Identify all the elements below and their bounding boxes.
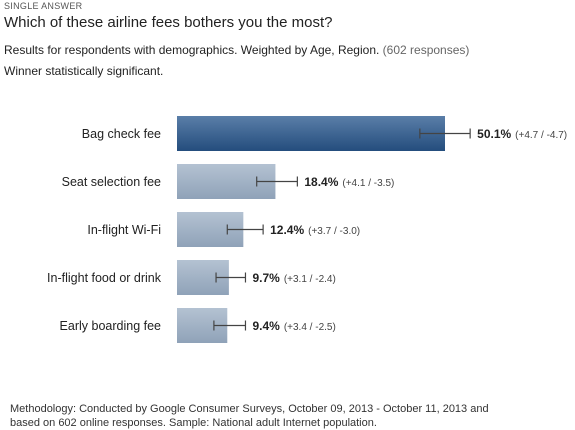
value-label: 12.4% (+3.7 / -3.0) [270,223,360,237]
methodology-line-1: Methodology: Conducted by Google Consume… [10,403,489,415]
value-label: 9.4% (+3.4 / -2.5) [252,319,335,333]
value-label: 50.1% (+4.7 / -4.7) [477,127,567,141]
category-label: Bag check fee [82,127,161,141]
value-margin: (+4.7 / -4.7) [515,130,567,141]
value-percent: 9.4% [252,319,280,333]
value-margin: (+3.1 / -2.4) [284,274,336,285]
value-margin: (+3.7 / -3.0) [308,226,360,237]
error-bar [215,272,247,283]
error-bar [419,128,471,139]
error-bar [226,224,264,235]
bar-chart: Bag check fee 50.1% (+4.7 / -4.7) Seat sele… [47,116,567,343]
results-weighting-text: Results for respondents with demographic… [4,43,380,57]
bars-group: Bag check fee 50.1% (+4.7 / -4.7) Seat sele… [47,116,567,343]
value-margin: (+4.1 / -3.5) [342,178,394,189]
methodology-line-2: based on 602 online responses. Sample: N… [10,417,377,429]
value-percent: 9.7% [252,271,280,285]
value-label: 9.7% (+3.1 / -2.4) [252,271,335,285]
value-percent: 12.4% [270,223,304,237]
value-percent: 18.4% [304,175,338,189]
results-description: Results for respondents with demographic… [4,43,469,57]
winner-significance-note: Winner statistically significant. [4,64,164,78]
question-type-label: SINGLE ANSWER [4,1,83,11]
question-title: Which of these airline fees bothers you … [4,14,333,31]
value-label: 18.4% (+4.1 / -3.5) [304,175,394,189]
response-count: (602 responses) [382,43,470,57]
value-percent: 50.1% [477,127,511,141]
methodology-note: Methodology: Conducted by Google Consume… [10,402,530,430]
winner-bar [177,116,445,151]
value-margin: (+3.4 / -2.5) [284,322,336,333]
category-label: Early boarding fee [60,319,162,333]
error-bar [256,176,298,187]
category-label: In-flight food or drink [47,271,162,285]
error-bar [213,320,247,331]
category-label: Seat selection fee [62,175,161,189]
category-label: In-flight Wi-Fi [87,223,161,237]
